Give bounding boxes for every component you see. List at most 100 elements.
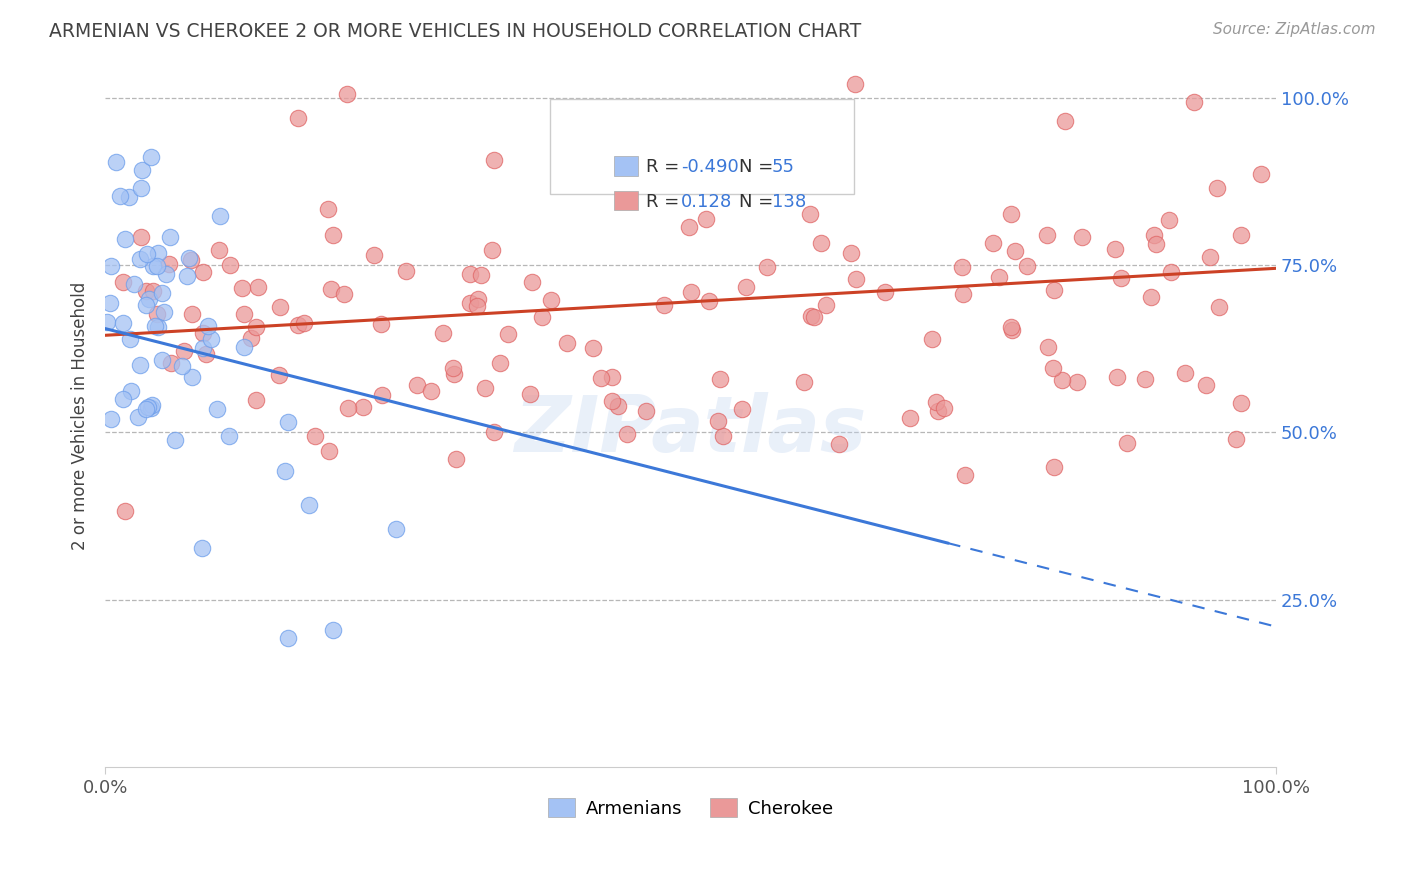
Point <box>114 504 136 518</box>
Point <box>987 269 1010 284</box>
Point <box>1116 436 1139 450</box>
Point <box>384 522 406 536</box>
Point <box>139 150 162 164</box>
Point <box>105 154 128 169</box>
Point <box>844 77 866 91</box>
Point <box>180 370 202 384</box>
Point <box>1225 432 1247 446</box>
Point <box>1198 251 1220 265</box>
Point <box>711 429 734 443</box>
Point <box>150 285 173 300</box>
Point <box>1184 95 1206 109</box>
Point <box>304 429 326 443</box>
Point <box>200 332 222 346</box>
Point <box>1174 366 1197 380</box>
Point <box>321 282 343 296</box>
Point <box>800 310 823 324</box>
Point <box>127 410 149 425</box>
Point <box>129 252 152 267</box>
Point <box>1015 259 1038 273</box>
Point <box>150 352 173 367</box>
Point <box>197 319 219 334</box>
Point <box>420 384 443 399</box>
Text: Source: ZipAtlas.com: Source: ZipAtlas.com <box>1212 22 1375 37</box>
Point <box>112 392 135 406</box>
Point <box>921 332 943 346</box>
Point <box>1229 396 1251 410</box>
Point <box>634 404 657 418</box>
Point <box>208 243 231 257</box>
Point <box>952 287 974 301</box>
Point <box>100 296 122 310</box>
Point <box>159 355 181 369</box>
Point <box>176 268 198 283</box>
Point <box>714 120 737 135</box>
Point <box>277 415 299 429</box>
Point <box>1157 213 1180 227</box>
Point <box>932 401 955 416</box>
Point <box>129 230 152 244</box>
Text: R =: R = <box>647 193 686 211</box>
Point <box>153 305 176 319</box>
Point <box>181 308 204 322</box>
Text: 138: 138 <box>772 193 806 211</box>
Point <box>96 315 118 329</box>
Point <box>287 318 309 333</box>
Point <box>1000 319 1022 334</box>
Point <box>481 243 503 257</box>
Point <box>395 264 418 278</box>
Point <box>925 395 948 409</box>
Text: ZIPatlas: ZIPatlas <box>515 392 866 467</box>
Point <box>1107 370 1129 384</box>
Point <box>731 402 754 417</box>
Point <box>277 632 299 646</box>
Point <box>316 202 339 216</box>
Point <box>679 285 702 300</box>
Point <box>482 425 505 439</box>
Point <box>191 341 214 355</box>
Point <box>111 316 134 330</box>
Point <box>129 181 152 195</box>
Point <box>927 403 949 417</box>
Point <box>128 359 150 373</box>
Text: R =: R = <box>647 159 686 177</box>
Point <box>1195 378 1218 392</box>
Point <box>233 307 256 321</box>
Point <box>1104 243 1126 257</box>
Point <box>245 393 267 408</box>
Point <box>467 299 489 313</box>
Point <box>467 293 489 307</box>
Point <box>193 326 215 340</box>
Point <box>159 230 181 244</box>
Point <box>205 401 228 416</box>
Point <box>163 433 186 447</box>
Point <box>678 219 700 234</box>
Text: -0.490: -0.490 <box>682 159 740 177</box>
Text: N =: N = <box>740 159 779 177</box>
Point <box>173 343 195 358</box>
Point <box>707 414 730 428</box>
Point <box>333 286 356 301</box>
Point <box>697 294 720 309</box>
Point <box>873 285 896 299</box>
Point <box>180 253 202 268</box>
Point <box>135 284 157 298</box>
Point <box>616 426 638 441</box>
Text: 55: 55 <box>772 159 794 177</box>
Point <box>815 298 838 312</box>
Point <box>803 310 825 324</box>
Point <box>1043 283 1066 297</box>
Point <box>1000 207 1022 221</box>
Point <box>142 284 165 298</box>
Point <box>1066 375 1088 389</box>
Point <box>112 275 135 289</box>
Point <box>146 307 169 321</box>
Point <box>1001 323 1024 337</box>
Point <box>191 541 214 556</box>
Text: N =: N = <box>740 193 779 211</box>
Point <box>522 275 544 289</box>
Point <box>218 429 240 443</box>
Point <box>318 443 340 458</box>
FancyBboxPatch shape <box>550 99 855 194</box>
Point <box>146 320 169 334</box>
